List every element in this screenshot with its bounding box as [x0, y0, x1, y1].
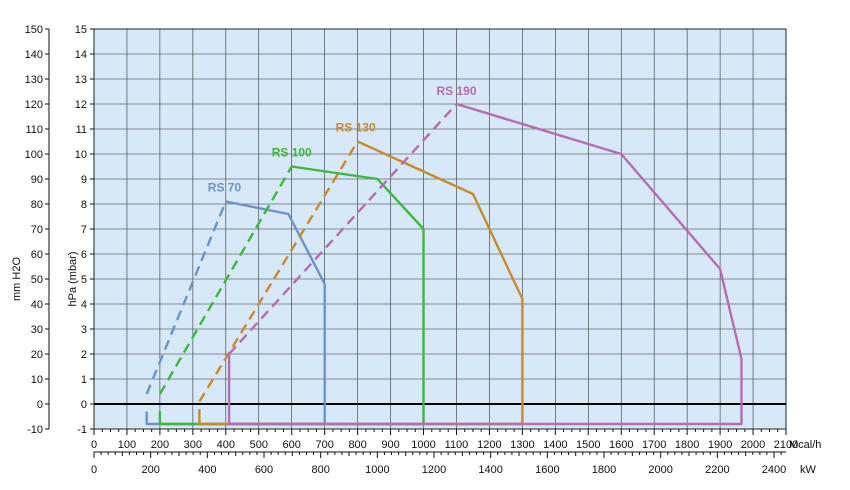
- mm-tick-label: 30: [31, 324, 43, 336]
- mcal-tick-label: 200: [151, 439, 169, 451]
- series-label-rs-70: RS 70: [208, 181, 242, 195]
- series-rs-100: RS 100: [158, 146, 425, 426]
- kw-tick-label: 1200: [422, 464, 446, 476]
- mcal-tick-label: 700: [315, 439, 333, 451]
- mcal-tick-label: 1100: [445, 439, 469, 451]
- kw-tick-label: 1000: [365, 464, 389, 476]
- hpa-tick-label: 9: [81, 174, 87, 186]
- mcal-tick-label: 1700: [642, 439, 666, 451]
- mcal-tick-label: 600: [283, 439, 301, 451]
- mm-tick-label: 70: [31, 224, 43, 236]
- mcal-tick-label: 1300: [510, 439, 534, 451]
- series-layer: RS 70 RS 100 RS 130 RS 190: [145, 84, 743, 426]
- plot-frame: [93, 28, 787, 430]
- hpa-tick-label: 4: [81, 299, 87, 311]
- hpa-axis-label: hPa (mbar): [67, 251, 79, 306]
- series-dashed-line-rs-190: [228, 103, 458, 355]
- mm-tick-label: 20: [31, 349, 43, 361]
- hpa-tick-label: 14: [75, 49, 87, 61]
- mm-tick-label: 150: [25, 24, 43, 36]
- mcal-tick-label: 2000: [741, 439, 765, 451]
- hpa-tick-label: 2: [81, 349, 87, 361]
- mcal-axis-label: Mcal/h: [789, 439, 821, 451]
- series-line-rs-190: [227, 102, 743, 426]
- hpa-tick-label: -1: [77, 424, 87, 436]
- kw-tick-label: 1800: [592, 464, 616, 476]
- mm-tick-label: 100: [25, 149, 43, 161]
- mm-tick-label: 90: [31, 174, 43, 186]
- mcal-tick-label: 900: [381, 439, 399, 451]
- mm-tick-label: 40: [31, 299, 43, 311]
- mcal-tick-label: 0: [91, 439, 97, 451]
- mcal-tick-label: 400: [217, 439, 235, 451]
- mcal-tick-label: 1800: [675, 439, 699, 451]
- hpa-tick-label: 8: [81, 199, 87, 211]
- mcal-tick-label: 1400: [543, 439, 567, 451]
- hpa-tick-label: 7: [81, 224, 87, 236]
- mm-tick-label: -10: [27, 424, 43, 436]
- series-rs-70: RS 70: [145, 181, 326, 426]
- mm-tick-label: 140: [25, 49, 43, 61]
- mm-tick-label: 130: [25, 74, 43, 86]
- mcal-tick-label: 100: [118, 439, 136, 451]
- mcal-tick-label: 800: [348, 439, 366, 451]
- mcal-tick-label: 2100: [774, 439, 798, 451]
- hpa-tick-label: 5: [81, 274, 87, 286]
- series-label-rs-100: RS 100: [272, 146, 312, 160]
- mcal-tick-label: 1600: [609, 439, 633, 451]
- mm-tick-label: 0: [37, 399, 43, 411]
- hpa-tick-label: 10: [75, 149, 87, 161]
- hpa-tick-label: 11: [76, 124, 87, 136]
- mcal-tick-label: 1900: [708, 439, 732, 451]
- series-dashed-line-rs-130: [198, 140, 359, 403]
- series-line-rs-70: [145, 200, 326, 426]
- series-dashed-line-rs-70: [145, 201, 227, 395]
- kw-tick-label: 2200: [705, 464, 729, 476]
- series-dashed-line-rs-100: [158, 165, 293, 395]
- mm-tick-label: 80: [31, 199, 43, 211]
- kw-tick-label: 1400: [478, 464, 502, 476]
- series-rs-190: RS 190: [227, 84, 743, 426]
- kw-tick-label: 400: [198, 464, 216, 476]
- mm-tick-label: 10: [31, 374, 43, 386]
- kw-tick-label: 0: [91, 464, 97, 476]
- kw-tick-label: 2000: [648, 464, 672, 476]
- series-rs-130: RS 130: [198, 121, 524, 426]
- kw-tick-label: 600: [255, 464, 273, 476]
- mm-axis-label: mm H2O: [11, 257, 23, 301]
- kw-tick-label: 200: [141, 464, 159, 476]
- kw-tick-label: 2400: [762, 464, 786, 476]
- mcal-tick-label: 500: [250, 439, 268, 451]
- hpa-tick-label: 3: [81, 324, 87, 336]
- series-line-rs-100: [158, 165, 425, 426]
- series-label-rs-130: RS 130: [336, 121, 376, 135]
- mm-tick-label: 110: [25, 124, 43, 136]
- left-axes: -100102030405060708090100110120130140150…: [11, 24, 94, 436]
- mcal-tick-label: 1000: [411, 439, 435, 451]
- hpa-tick-label: 6: [81, 249, 87, 261]
- series-line-rs-130: [198, 140, 524, 426]
- hpa-tick-label: 12: [75, 99, 87, 111]
- kw-tick-label: 1600: [535, 464, 559, 476]
- mcal-tick-label: 300: [184, 439, 202, 451]
- series-label-rs-190: RS 190: [436, 84, 476, 98]
- mm-tick-label: 60: [31, 249, 43, 261]
- hpa-tick-label: 13: [75, 74, 87, 86]
- hpa-tick-label: 15: [75, 24, 87, 36]
- mm-tick-label: 50: [31, 274, 43, 286]
- kw-axis-label: kW: [800, 464, 817, 476]
- hpa-tick-label: 1: [81, 374, 87, 386]
- kw-tick-label: 800: [311, 464, 329, 476]
- mcal-tick-label: 1200: [477, 439, 501, 451]
- bottom-axes: 0 100 200 300 400 500 600 700 800 900 1000 1100 1200…: [91, 429, 821, 476]
- mcal-tick-label: 1500: [576, 439, 600, 451]
- mm-tick-label: 120: [25, 99, 43, 111]
- hpa-tick-label: 0: [81, 399, 87, 411]
